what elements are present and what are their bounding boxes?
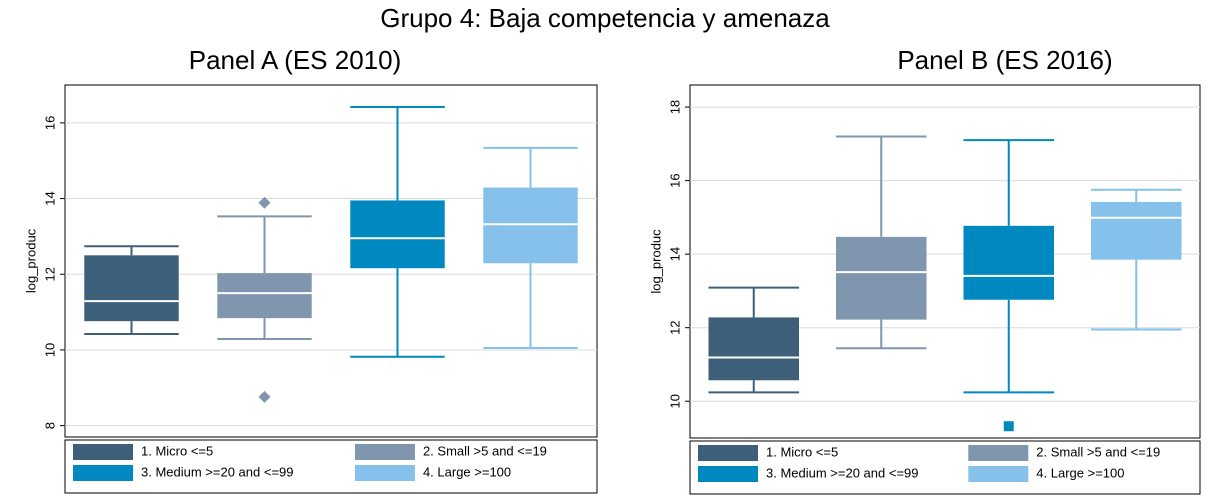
y-axis-label: log_produc bbox=[23, 228, 38, 293]
y-tick-label: 16 bbox=[667, 173, 682, 187]
plot-frame bbox=[689, 84, 1201, 439]
outlier bbox=[258, 196, 271, 209]
y-tick-label: 12 bbox=[667, 320, 682, 334]
legend-swatch bbox=[354, 444, 415, 460]
y-axis-label: log_produc bbox=[648, 229, 663, 294]
y-tick-label: 12 bbox=[42, 267, 57, 281]
main-title: Grupo 4: Baja competencia y amenaza bbox=[380, 3, 830, 33]
box bbox=[84, 255, 179, 322]
box bbox=[835, 236, 927, 320]
y-tick-label: 14 bbox=[42, 191, 57, 205]
box bbox=[708, 317, 800, 381]
plot-frame bbox=[64, 84, 598, 438]
legend-label: 3. Medium >=20 and <=99 bbox=[766, 465, 919, 480]
box bbox=[350, 200, 445, 269]
legend-swatch bbox=[698, 445, 758, 461]
box bbox=[483, 187, 578, 264]
legend-label: 3. Medium >=20 and <=99 bbox=[141, 464, 294, 479]
box bbox=[1090, 201, 1182, 260]
legend-label: 2. Small >5 and <=19 bbox=[423, 443, 547, 458]
box bbox=[963, 225, 1055, 300]
legend-label: 4. Large >=100 bbox=[423, 464, 511, 479]
y-tick-label: 16 bbox=[42, 116, 57, 130]
legend-frame bbox=[64, 439, 598, 494]
y-tick-label: 10 bbox=[42, 343, 57, 357]
legend-swatch bbox=[73, 444, 133, 460]
legend-swatch bbox=[73, 465, 133, 481]
panel-title: Panel A (ES 2010) bbox=[189, 45, 401, 75]
legend-label: 4. Large >=100 bbox=[1036, 465, 1124, 480]
legend-label: 1. Micro <=5 bbox=[766, 444, 838, 459]
legend-swatch bbox=[968, 445, 1029, 461]
legend-swatch bbox=[968, 466, 1029, 482]
outlier bbox=[1003, 421, 1014, 432]
panel-title: Panel B (ES 2016) bbox=[897, 45, 1112, 75]
legend-swatch bbox=[354, 465, 415, 481]
y-tick-label: 18 bbox=[667, 100, 682, 114]
legend-frame bbox=[689, 440, 1201, 495]
y-tick-label: 14 bbox=[667, 247, 682, 261]
box bbox=[217, 273, 312, 319]
legend-swatch bbox=[698, 466, 758, 482]
y-tick-label: 8 bbox=[42, 422, 57, 429]
legend-label: 1. Micro <=5 bbox=[141, 443, 213, 458]
y-tick-label: 10 bbox=[667, 394, 682, 408]
legend-label: 2. Small >5 and <=19 bbox=[1036, 444, 1160, 459]
outlier bbox=[258, 390, 271, 403]
